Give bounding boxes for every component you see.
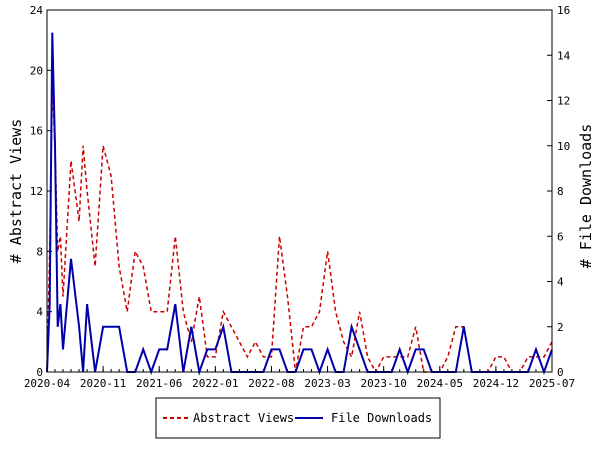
- x-tick-label: 2022-01: [192, 377, 238, 390]
- y-left-tick-label: 20: [30, 64, 43, 77]
- y-right-tick-label: 4: [557, 276, 564, 289]
- y-left-tick-label: 12: [30, 185, 43, 198]
- y-right-tick-label: 10: [557, 140, 570, 153]
- y-right-tick-label: 6: [557, 230, 564, 243]
- y-left-tick-label: 0: [36, 366, 43, 379]
- y-right-tick-label: 8: [557, 185, 564, 198]
- x-tick-label: 2021-06: [136, 377, 182, 390]
- y-axis-left-title: # Abstract Views: [7, 119, 25, 264]
- y-right-tick-label: 0: [557, 366, 564, 379]
- y-right-tick-label: 14: [557, 49, 571, 62]
- y-right-tick-label: 16: [557, 4, 570, 17]
- x-tick-label: 2024-12: [473, 377, 519, 390]
- y-left-tick-label: 24: [30, 4, 44, 17]
- y-left-tick-label: 8: [36, 245, 43, 258]
- legend: Abstract Views File Downloads: [155, 397, 441, 439]
- x-tick-label: 2020-04: [24, 377, 71, 390]
- legend-label-abstract-views: Abstract Views: [193, 411, 294, 425]
- plot-area: [46, 9, 553, 373]
- x-tick-label: 2024-05: [417, 377, 463, 390]
- x-tick-label: 2020-11: [80, 377, 126, 390]
- series-layer: [46, 32, 553, 376]
- y-axis-right-title: # File Downloads: [577, 124, 595, 269]
- legend-label-file-downloads: File Downloads: [331, 411, 432, 425]
- y-left-tick-label: 16: [30, 125, 43, 138]
- series-line-abstract-views: [46, 85, 553, 374]
- y-right-tick-label: 2: [557, 321, 564, 334]
- x-tick-label: 2023-10: [360, 377, 406, 390]
- ticks-layer: [46, 9, 553, 373]
- x-tick-label: 2023-03: [304, 377, 350, 390]
- x-tick-label: 2025-07: [529, 377, 575, 390]
- y-left-tick-label: 4: [36, 306, 43, 319]
- series-line-file-downloads: [46, 32, 553, 376]
- y-right-tick-label: 12: [557, 95, 570, 108]
- x-tick-label: 2022-08: [248, 377, 294, 390]
